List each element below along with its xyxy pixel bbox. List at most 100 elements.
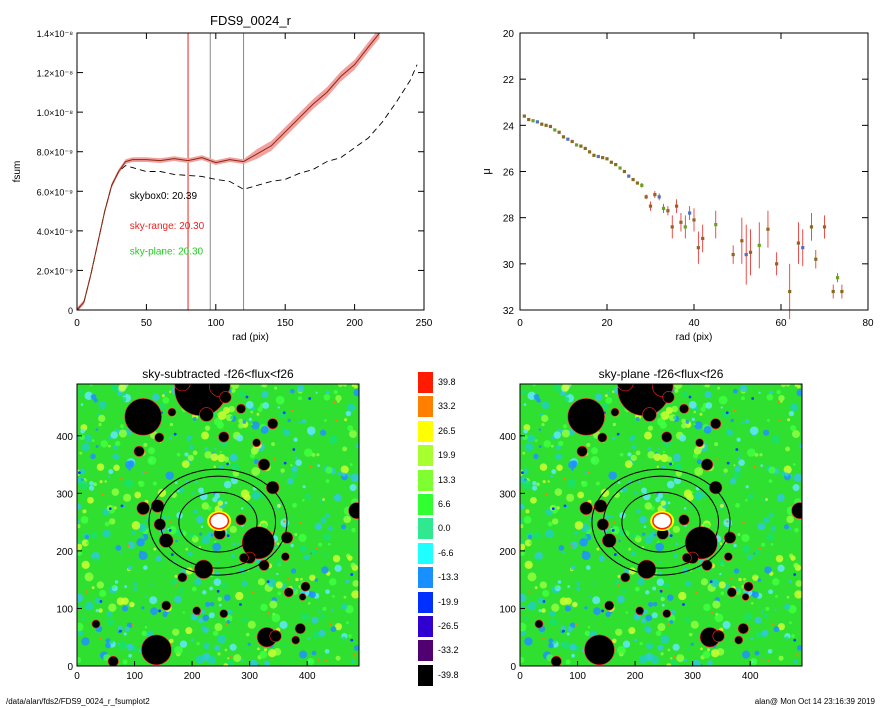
noise-blob xyxy=(601,403,609,410)
noise-blob xyxy=(622,640,631,648)
data-point xyxy=(731,253,735,257)
colorbar-label: 6.6 xyxy=(438,499,451,509)
noise-blob xyxy=(681,418,686,424)
noise-blob xyxy=(144,471,147,474)
noise-blob xyxy=(299,520,302,524)
noise-blob xyxy=(673,553,678,559)
noise-blob xyxy=(673,655,676,659)
data-point xyxy=(740,239,744,243)
noise-blob xyxy=(630,551,636,557)
noise-blob xyxy=(98,608,103,613)
data-point xyxy=(553,128,557,132)
noise-blob xyxy=(700,406,706,412)
y-tick-label: 100 xyxy=(499,604,516,615)
noise-blob xyxy=(238,418,243,424)
noise-blob xyxy=(635,450,641,456)
noise-blob xyxy=(77,622,84,632)
colorbar-label: -19.9 xyxy=(438,596,459,607)
noise-blob xyxy=(792,463,796,466)
noise-blob xyxy=(548,642,554,649)
noise-blob xyxy=(652,586,657,591)
x-tick-label: 0 xyxy=(74,671,80,682)
noise-blob xyxy=(528,590,531,593)
noise-blob xyxy=(665,406,673,415)
noise-blob xyxy=(676,654,685,663)
noise-blob xyxy=(707,648,711,652)
noise-blob xyxy=(127,544,130,547)
noise-blob xyxy=(645,614,652,622)
noise-blob xyxy=(212,542,221,552)
noise-blob xyxy=(311,549,318,555)
annotation-text: sky-range: 20.30 xyxy=(130,221,205,232)
mask-blob xyxy=(737,623,749,635)
noise-blob xyxy=(111,488,120,496)
mask-blob xyxy=(158,533,174,548)
noise-blob xyxy=(124,478,134,488)
noise-blob xyxy=(542,599,546,603)
noise-blob xyxy=(274,386,278,390)
noise-blob xyxy=(719,572,722,576)
noise-blob xyxy=(700,578,709,586)
noise-blob xyxy=(564,605,571,612)
noise-blob xyxy=(670,659,677,666)
noise-blob xyxy=(536,557,541,562)
noise-blob xyxy=(254,566,259,571)
mask-blob xyxy=(743,581,754,592)
noise-blob xyxy=(112,453,120,461)
noise-blob xyxy=(318,610,321,613)
noise-blob xyxy=(250,423,253,426)
noise-blob xyxy=(776,389,781,395)
noise-blob xyxy=(551,507,555,511)
noise-blob xyxy=(208,612,215,619)
noise-blob xyxy=(317,464,321,468)
colorbar-swatch xyxy=(418,420,433,442)
noise-blob xyxy=(332,554,341,563)
x-tick-label: 0 xyxy=(74,318,80,329)
noise-blob xyxy=(683,489,693,498)
noise-blob xyxy=(552,639,557,644)
data-point xyxy=(670,225,674,229)
y-tick-label: 2.0×10⁻⁹ xyxy=(37,266,74,276)
data-point xyxy=(788,289,792,294)
noise-blob xyxy=(668,414,677,422)
noise-blob xyxy=(260,425,269,434)
noise-blob xyxy=(545,529,554,539)
noise-blob xyxy=(670,657,673,660)
noise-blob xyxy=(214,447,217,450)
noise-blob xyxy=(768,466,776,474)
noise-blob xyxy=(217,453,226,463)
noise-blob xyxy=(196,642,200,646)
noise-blob xyxy=(775,554,784,563)
noise-blob xyxy=(709,580,713,584)
noise-blob xyxy=(560,625,566,631)
noise-blob xyxy=(774,594,778,598)
noise-blob xyxy=(311,452,316,457)
noise-blob xyxy=(523,428,529,434)
noise-blob xyxy=(548,638,554,644)
noise-blob xyxy=(611,638,617,644)
noise-blob xyxy=(136,538,145,547)
noise-blob xyxy=(730,577,733,581)
noise-blob xyxy=(217,634,227,644)
noise-blob xyxy=(302,498,305,502)
noise-blob xyxy=(331,594,335,598)
noise-blob xyxy=(690,642,694,646)
noise-blob xyxy=(600,488,610,498)
mask-blob xyxy=(252,438,261,448)
noise-blob xyxy=(710,649,720,658)
data-point xyxy=(653,192,657,197)
noise-blob xyxy=(793,638,797,642)
noise-blob xyxy=(524,539,532,547)
data-point xyxy=(561,135,566,139)
noise-blob xyxy=(158,609,162,613)
noise-blob xyxy=(557,580,562,584)
noise-blob xyxy=(669,462,672,466)
noise-blob xyxy=(744,613,752,621)
noise-blob xyxy=(796,388,802,397)
noise-blob xyxy=(723,473,726,476)
noise-blob xyxy=(717,386,721,390)
x-tick-label: 40 xyxy=(688,318,700,329)
x-tick-label: 250 xyxy=(416,318,433,329)
noise-blob xyxy=(641,487,647,494)
noise-blob xyxy=(667,648,671,652)
